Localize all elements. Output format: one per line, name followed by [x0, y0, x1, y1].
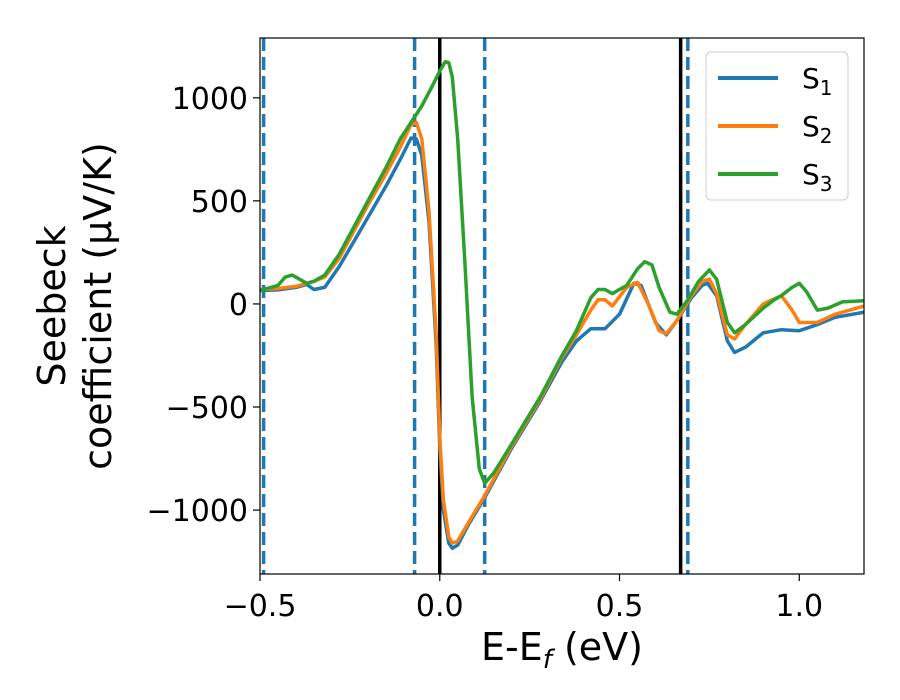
y-tick-label: 0: [229, 288, 248, 323]
x-axis-ticks: −0.5 0.0 0.5 1.0: [224, 574, 823, 624]
legend-label-s3: S3: [802, 158, 833, 196]
y-axis-title-line1: Seebeck: [30, 225, 74, 386]
x-tick-label: 0.0: [416, 589, 464, 624]
y-tick-label: −1000: [147, 494, 248, 529]
x-tick-label: 0.5: [596, 589, 644, 624]
plot-frame: [259, 37, 865, 575]
series-line-s3: [260, 59, 864, 486]
y-axis-ticks: −1000 −500 0 500 1000: [147, 82, 260, 529]
y-tick-label: −500: [166, 391, 248, 426]
y-tick-label: 500: [191, 185, 248, 220]
x-axis-title: E-Ef (eV): [481, 625, 643, 675]
legend-label-s1: S1: [802, 62, 833, 100]
y-axis-title-line2: coefficient (μV/K): [76, 142, 120, 470]
series-lines: [260, 59, 864, 550]
x-tick-label: −0.5: [224, 589, 297, 624]
legend: S1 S2 S3: [705, 51, 849, 201]
x-tick-label: 1.0: [775, 589, 823, 624]
y-axis-title: Seebeck coefficient (μV/K): [30, 142, 120, 470]
y-tick-label: 1000: [172, 82, 248, 117]
legend-label-s2: S2: [802, 110, 833, 148]
